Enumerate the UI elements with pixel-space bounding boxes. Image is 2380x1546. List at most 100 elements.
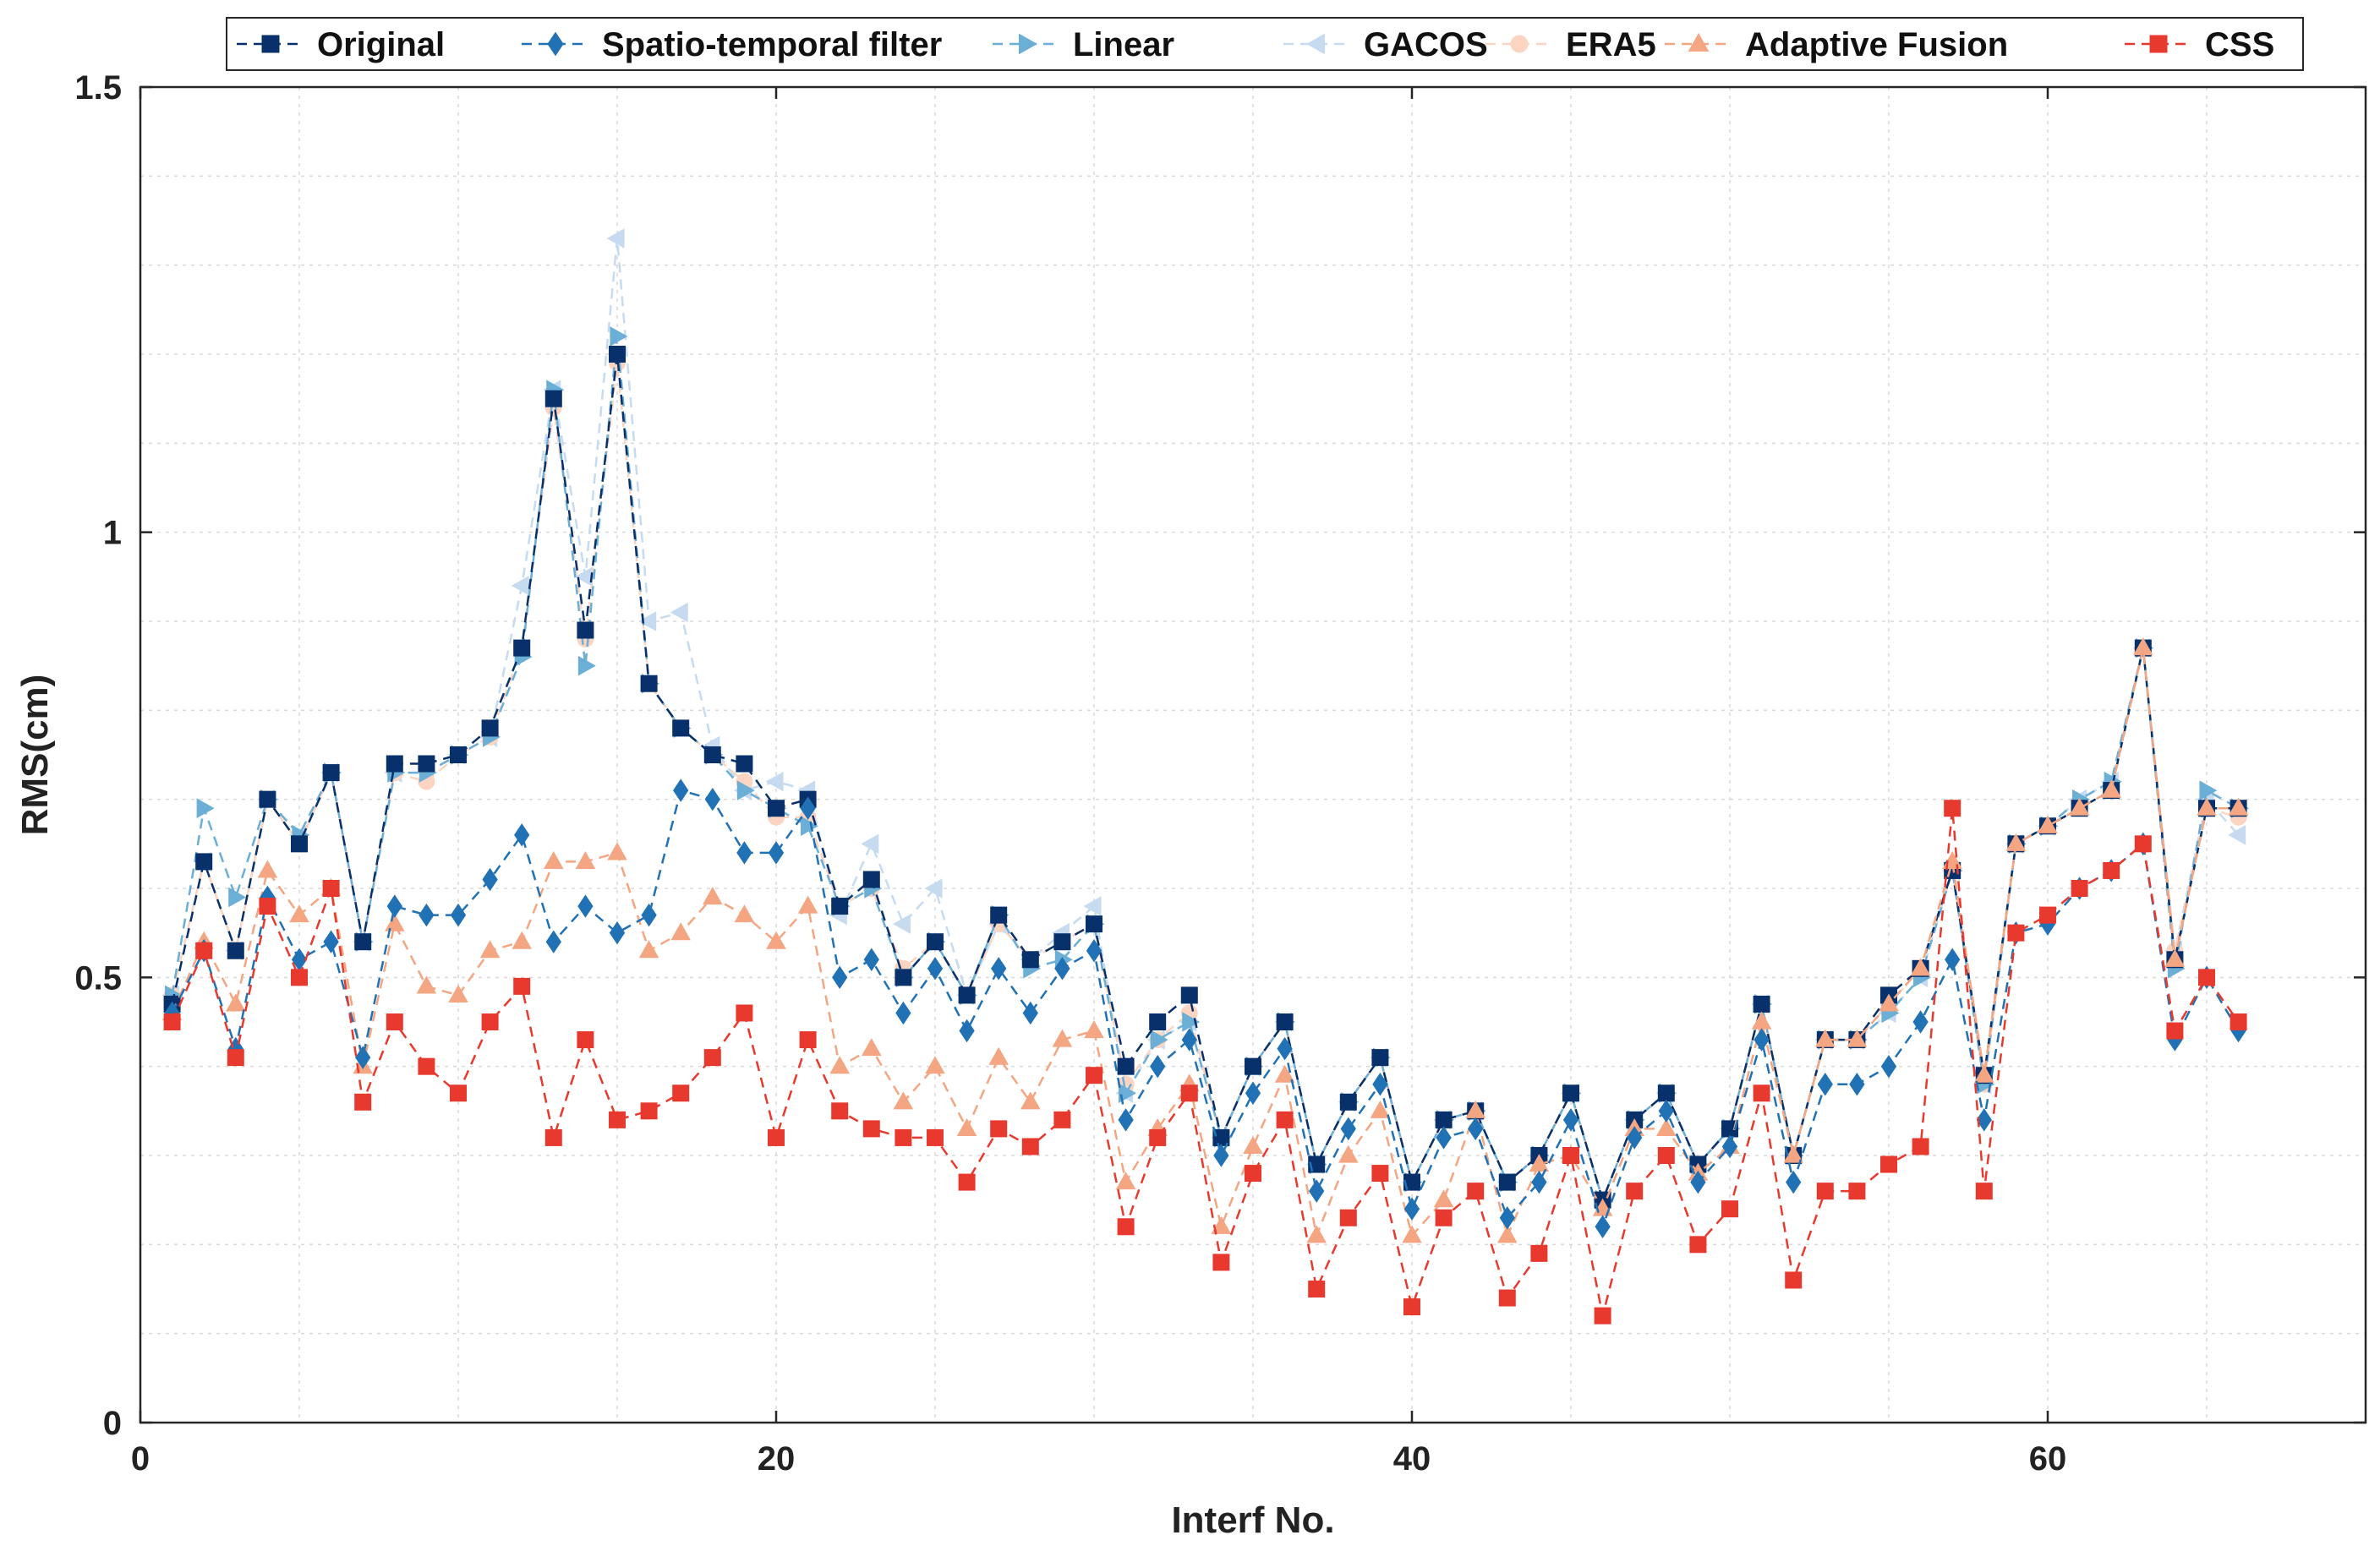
data-point-spatio-temporal-filter: [1245, 1081, 1261, 1105]
data-point-spatio-temporal-filter: [704, 787, 720, 811]
data-point-spatio-temporal-filter: [1562, 1108, 1579, 1132]
data-point-adaptive-fusion: [2069, 797, 2090, 816]
legend-marker: [1688, 32, 1710, 52]
data-point-spatio-temporal-filter: [1403, 1197, 1420, 1221]
data-point-css: [418, 1057, 435, 1075]
data-point-adaptive-fusion: [575, 850, 596, 869]
grid-lines: [140, 87, 2366, 1423]
data-point-css: [2198, 969, 2215, 986]
data-point-css: [1912, 1138, 1929, 1155]
data-point-spatio-temporal-filter: [927, 957, 944, 981]
legend-marker: [1019, 33, 1038, 55]
data-point-original: [1371, 1049, 1389, 1067]
data-point-original: [577, 621, 594, 639]
data-point-css: [481, 1013, 499, 1030]
data-point-css: [831, 1102, 849, 1120]
data-point-spatio-temporal-filter: [959, 1019, 975, 1043]
data-point-adaptive-fusion: [1974, 1064, 1994, 1083]
data-point-spatio-temporal-filter: [1658, 1099, 1674, 1123]
data-point-original: [895, 969, 912, 986]
data-point-css: [672, 1084, 690, 1102]
data-point-spatio-temporal-filter: [1595, 1215, 1611, 1238]
x-tick-label: 60: [2029, 1440, 2067, 1478]
data-point-spatio-temporal-filter: [1721, 1134, 1738, 1159]
data-point-adaptive-fusion: [893, 1091, 914, 1110]
data-point-original: [768, 800, 785, 817]
legend-label: CSS: [2205, 26, 2274, 63]
data-point-gacos: [765, 771, 784, 792]
data-point-css: [862, 1120, 880, 1138]
data-point-css: [1339, 1209, 1357, 1226]
data-point-spatio-temporal-filter: [1817, 1073, 1833, 1096]
data-point-css: [1753, 1084, 1770, 1102]
data-point-css: [1785, 1271, 1803, 1289]
data-point-original: [1086, 915, 1102, 933]
data-point-gacos: [1083, 896, 1102, 916]
y-tick-label: 1: [103, 515, 122, 552]
data-point-spatio-temporal-filter: [386, 894, 402, 918]
data-point-linear: [1182, 1012, 1201, 1032]
data-point-spatio-temporal-filter: [1213, 1144, 1229, 1167]
data-point-css: [640, 1102, 658, 1120]
data-point-original: [736, 755, 753, 773]
data-point-adaptive-fusion: [956, 1117, 977, 1136]
data-point-original: [481, 719, 499, 737]
data-point-adaptive-fusion: [2101, 779, 2121, 798]
data-point-adaptive-fusion: [544, 850, 564, 869]
data-point-spatio-temporal-filter: [1468, 1117, 1484, 1141]
data-point-adaptive-fusion: [1656, 1117, 1677, 1136]
data-point-spatio-temporal-filter: [419, 903, 435, 927]
data-point-spatio-temporal-filter: [1690, 1170, 1706, 1194]
legend-marker: [1305, 33, 1325, 55]
data-point-spatio-temporal-filter: [863, 948, 879, 971]
data-point-original: [609, 346, 626, 363]
data-point-original: [1276, 1013, 1294, 1030]
plot-area-frame: [139, 85, 2367, 1424]
data-point-spatio-temporal-filter: [991, 957, 1007, 981]
series-line-adaptive-fusion: [171, 647, 2239, 1240]
data-point-spatio-temporal-filter: [1499, 1206, 1515, 1230]
axis-ticks: 0 20 40 60 0 0.5 1 1.5: [74, 69, 2366, 1478]
data-point-original: [259, 790, 276, 808]
data-point-css: [450, 1084, 467, 1102]
data-point-spatio-temporal-filter: [768, 841, 785, 865]
data-point-spatio-temporal-filter: [1372, 1073, 1388, 1096]
data-point-css: [1626, 1183, 1644, 1200]
data-point-linear: [610, 326, 628, 347]
data-point-css: [1498, 1289, 1516, 1307]
data-point-original: [322, 764, 340, 782]
y-axis-title: RMS(cm): [14, 675, 56, 836]
data-point-original: [703, 746, 721, 763]
data-point-adaptive-fusion: [670, 922, 691, 941]
data-point-css: [1245, 1165, 1261, 1183]
data-point-adaptive-fusion: [1211, 1215, 1232, 1234]
data-point-spatio-temporal-filter: [1754, 1028, 1770, 1052]
data-point-adaptive-fusion: [1115, 1172, 1136, 1190]
data-point-spatio-temporal-filter: [800, 796, 816, 820]
data-point-spatio-temporal-filter: [736, 841, 752, 865]
data-point-linear: [2199, 780, 2218, 800]
data-point-css: [958, 1173, 976, 1191]
data-point-css: [227, 1049, 244, 1067]
data-point-css: [2134, 835, 2152, 853]
data-point-spatio-temporal-filter: [482, 867, 498, 892]
data-point-spatio-temporal-filter: [450, 903, 467, 927]
x-tick-label: 20: [758, 1440, 796, 1478]
data-point-adaptive-fusion: [1433, 1189, 1454, 1208]
legend-label: Original: [317, 26, 445, 63]
data-point-adaptive-fusion: [2133, 637, 2153, 656]
data-point-adaptive-fusion: [1847, 1029, 1868, 1047]
data-point-css: [1721, 1200, 1738, 1218]
data-point-adaptive-fusion: [734, 904, 755, 923]
data-point-css: [1975, 1183, 1993, 1200]
data-point-spatio-temporal-filter: [1086, 939, 1102, 963]
legend-label: ERA5: [1566, 26, 1656, 63]
legend-label: Spatio-temporal filter: [602, 26, 942, 63]
data-point-adaptive-fusion: [1783, 1144, 1803, 1163]
data-point-adaptive-fusion: [1370, 1100, 1391, 1118]
data-point-linear: [801, 816, 819, 837]
data-point-original: [291, 835, 308, 853]
data-point-gacos: [670, 602, 688, 623]
data-point-css: [1435, 1209, 1453, 1226]
